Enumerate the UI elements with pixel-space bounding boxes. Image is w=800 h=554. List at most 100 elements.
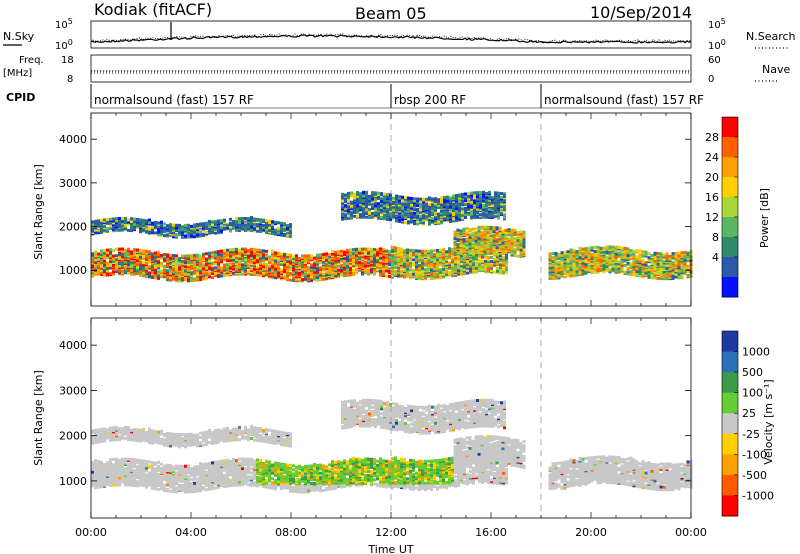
power-colorbar-swatch bbox=[722, 157, 738, 178]
power-cell bbox=[503, 208, 506, 212]
power-cell bbox=[427, 249, 430, 253]
power-cell bbox=[404, 221, 407, 224]
power-cell bbox=[554, 270, 558, 274]
power-cell bbox=[337, 264, 340, 268]
power-cell bbox=[340, 269, 343, 273]
power-cell bbox=[202, 222, 205, 226]
power-cell bbox=[265, 269, 268, 273]
power-cell bbox=[489, 229, 493, 233]
power-cell bbox=[483, 225, 487, 229]
power-cell bbox=[142, 222, 145, 226]
power-cell bbox=[437, 198, 440, 202]
power-cell bbox=[151, 264, 154, 268]
power-cell bbox=[638, 256, 642, 260]
power-cell bbox=[313, 275, 316, 278]
power-cell bbox=[448, 270, 451, 274]
power-cell bbox=[394, 270, 397, 273]
power-cell bbox=[434, 197, 437, 201]
power-cell bbox=[566, 264, 570, 268]
power-cell bbox=[439, 268, 442, 272]
power-cell bbox=[112, 263, 115, 267]
power-cell bbox=[412, 249, 415, 253]
power-cell bbox=[169, 268, 172, 272]
power-cell bbox=[659, 265, 663, 269]
power-cell bbox=[560, 251, 564, 255]
power-cell bbox=[166, 224, 169, 228]
power-cell bbox=[440, 203, 443, 207]
power-cell bbox=[465, 231, 469, 235]
power-cell bbox=[97, 268, 100, 272]
power-cell bbox=[205, 257, 208, 261]
power-cell bbox=[350, 191, 353, 195]
power-cell bbox=[493, 270, 496, 274]
power-cell bbox=[349, 253, 352, 257]
power-cell bbox=[130, 250, 133, 254]
power-cell bbox=[456, 228, 460, 232]
power-cell bbox=[602, 250, 606, 254]
cpid-segment-label: normalsound (fast) 157 RF bbox=[94, 93, 254, 107]
power-cell bbox=[286, 224, 289, 228]
power-cell bbox=[398, 201, 401, 205]
power-cell bbox=[232, 250, 235, 254]
power-cell bbox=[479, 196, 482, 200]
power-cell bbox=[118, 264, 121, 268]
power-cell bbox=[626, 267, 630, 271]
power-cell bbox=[377, 191, 380, 195]
power-cell bbox=[602, 263, 606, 267]
power-cell bbox=[486, 236, 490, 240]
power-cell bbox=[482, 197, 485, 201]
power-cell bbox=[316, 278, 319, 282]
velocity-cell bbox=[103, 478, 106, 481]
power-cell bbox=[124, 219, 127, 223]
power-cell bbox=[502, 270, 505, 274]
power-cell bbox=[581, 247, 585, 251]
power-cell bbox=[501, 244, 505, 248]
power-cell bbox=[677, 263, 681, 267]
power-cell bbox=[371, 212, 374, 215]
power-cell bbox=[304, 259, 307, 263]
power-cell bbox=[151, 225, 154, 229]
power-cell bbox=[522, 230, 526, 234]
power-cell bbox=[268, 223, 271, 227]
power-colorbar-swatch bbox=[722, 257, 738, 278]
power-cell bbox=[495, 231, 499, 235]
power-cell bbox=[503, 213, 506, 217]
power-cell bbox=[304, 272, 307, 276]
power-cell bbox=[611, 267, 615, 271]
power-cell bbox=[380, 203, 383, 207]
power-cell bbox=[259, 248, 262, 252]
power-cell bbox=[160, 232, 163, 236]
power-cell bbox=[483, 234, 487, 238]
power-cell bbox=[394, 259, 397, 263]
power-cell bbox=[557, 252, 561, 256]
power-cell bbox=[217, 219, 220, 223]
power-cell bbox=[392, 196, 395, 200]
velocity-cell bbox=[109, 481, 112, 485]
power-cell bbox=[457, 269, 460, 273]
power-cell bbox=[683, 267, 687, 271]
power-cell bbox=[244, 247, 247, 251]
power-cell bbox=[274, 220, 277, 224]
power-cell bbox=[217, 258, 220, 261]
power-cell bbox=[193, 263, 196, 267]
power-cell bbox=[467, 207, 470, 211]
power-cell bbox=[301, 254, 304, 258]
power-colorbar-tick: 28 bbox=[705, 131, 719, 144]
power-cell bbox=[477, 225, 481, 229]
power-cell bbox=[368, 210, 371, 214]
power-cell bbox=[513, 229, 517, 233]
power-cell bbox=[262, 261, 265, 265]
power-cell bbox=[382, 258, 385, 262]
power-cell bbox=[623, 270, 627, 274]
power-cell bbox=[671, 261, 675, 265]
power-cell bbox=[433, 263, 436, 267]
power-cell bbox=[569, 248, 573, 252]
power-cell bbox=[623, 264, 627, 267]
power-cell bbox=[241, 247, 244, 251]
velocity-cell bbox=[115, 464, 118, 468]
power-cell bbox=[502, 267, 505, 271]
power-cell bbox=[121, 222, 124, 226]
power-colorbar-tick: 16 bbox=[705, 191, 719, 204]
power-cell bbox=[389, 205, 392, 209]
